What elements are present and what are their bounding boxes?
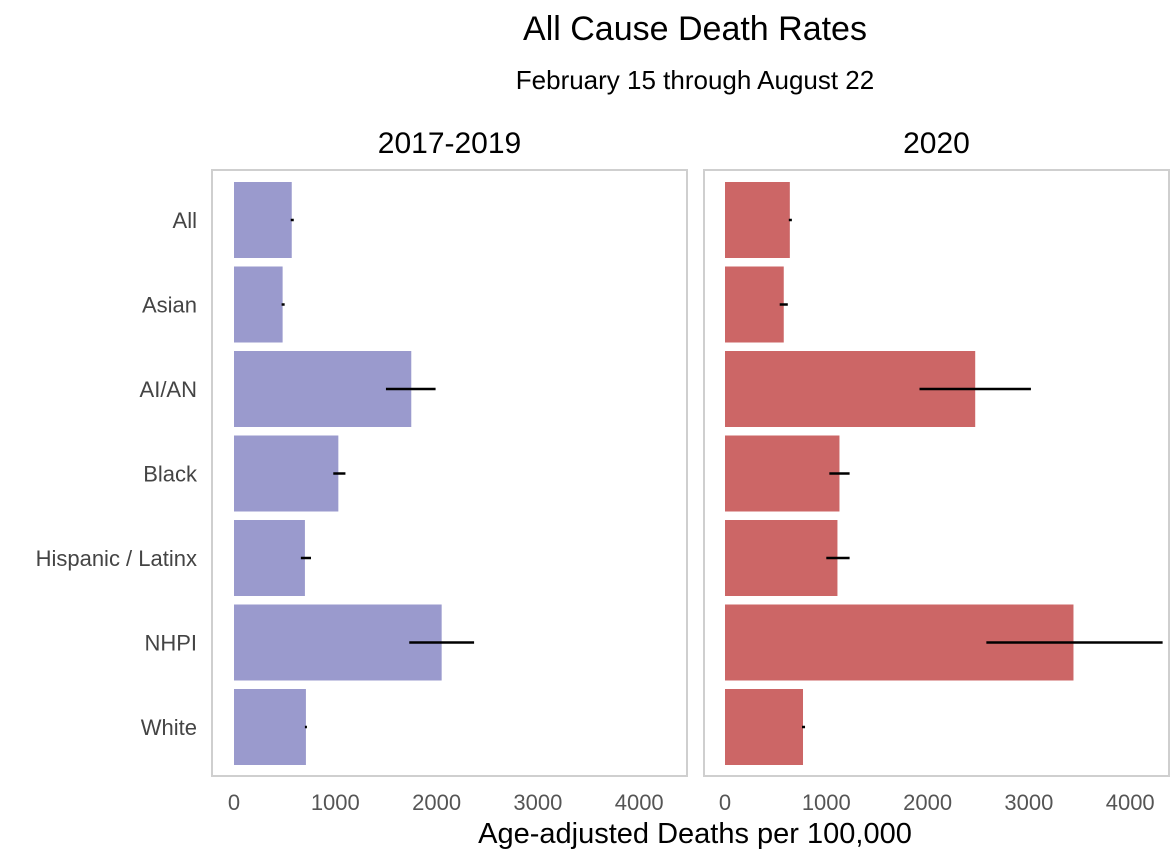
- category-label: NHPI: [144, 631, 197, 656]
- bar: [725, 182, 790, 258]
- category-label: White: [141, 715, 197, 740]
- category-label: All: [173, 208, 197, 233]
- bar: [234, 689, 306, 765]
- x-tick-label: 0: [228, 790, 240, 815]
- chart-title: All Cause Death Rates: [523, 10, 867, 48]
- x-tick-label: 2000: [412, 790, 461, 815]
- category-label: AI/AN: [140, 377, 197, 402]
- category-label: Hispanic / Latinx: [36, 546, 197, 571]
- facet-title: 2020: [903, 127, 970, 160]
- bar: [725, 266, 784, 343]
- bar: [725, 689, 804, 765]
- category-label: Black: [143, 462, 198, 487]
- bar: [234, 266, 283, 343]
- bar: [234, 604, 442, 681]
- x-tick-label: 1000: [802, 790, 851, 815]
- x-tick-label: 3000: [1004, 790, 1053, 815]
- x-tick-label: 2000: [903, 790, 952, 815]
- chart-subtitle: February 15 through August 22: [516, 65, 874, 95]
- bar: [725, 435, 840, 512]
- category-label: Asian: [142, 293, 197, 318]
- x-tick-label: 3000: [513, 790, 562, 815]
- bar: [234, 520, 305, 596]
- x-tick-label: 4000: [615, 790, 664, 815]
- x-tick-label: 4000: [1106, 790, 1155, 815]
- x-tick-label: 1000: [311, 790, 360, 815]
- facet-title: 2017-2019: [378, 127, 521, 160]
- bar: [725, 520, 838, 596]
- x-tick-label: 0: [719, 790, 731, 815]
- x-axis-label: Age-adjusted Deaths per 100,000: [478, 818, 912, 850]
- bar: [234, 435, 339, 512]
- bar: [234, 182, 292, 258]
- bar: [234, 351, 412, 427]
